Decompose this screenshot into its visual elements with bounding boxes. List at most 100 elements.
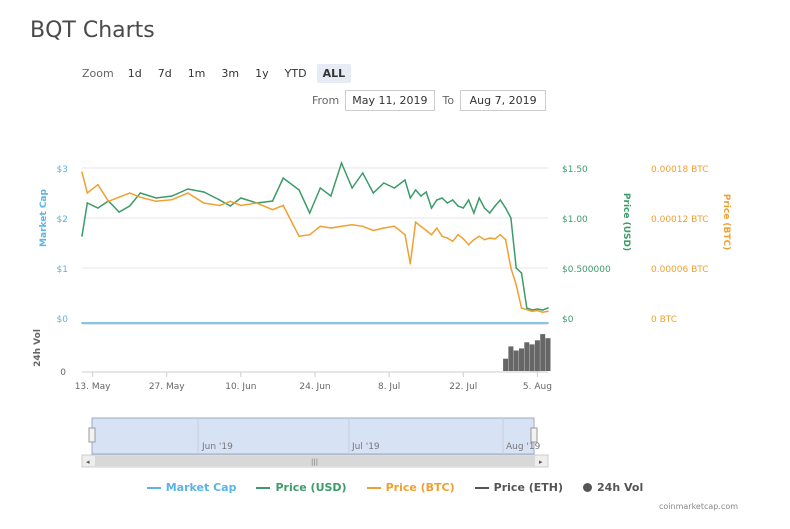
data-point xyxy=(526,307,528,309)
data-point xyxy=(457,233,459,236)
volume-bar xyxy=(508,346,514,371)
nav-tick-jul: Jul '19 xyxy=(351,442,380,452)
data-point xyxy=(81,322,83,324)
data-point xyxy=(282,177,285,179)
data-point xyxy=(478,235,481,238)
zoom-ytd-button[interactable]: YTD xyxy=(278,64,313,83)
usd-axis-label: Price (USD) xyxy=(621,193,631,251)
data-point xyxy=(330,227,332,229)
from-label: From xyxy=(312,94,340,107)
legend-price-usd-swatch xyxy=(256,486,271,489)
credit-link[interactable]: coinmarketcap.com xyxy=(659,502,738,511)
data-point xyxy=(520,272,523,274)
navigator-selection[interactable] xyxy=(91,417,535,455)
data-point xyxy=(383,182,385,184)
chart-grid xyxy=(82,167,548,269)
data-point xyxy=(510,267,512,269)
navigator-right-handle[interactable] xyxy=(530,427,538,443)
volume-bar xyxy=(529,344,535,372)
volume-bar xyxy=(503,358,509,371)
data-point xyxy=(520,307,523,309)
data-point xyxy=(218,204,221,207)
data-point xyxy=(430,233,433,236)
legend-market-cap[interactable]: Market Cap xyxy=(146,481,236,494)
data-point xyxy=(81,171,83,173)
volume-bar xyxy=(519,348,524,371)
date-range: From May 11, 2019 To Aug 7, 2019 xyxy=(312,90,554,111)
data-point xyxy=(489,237,491,239)
from-date-input[interactable]: May 11, 2019 xyxy=(345,90,435,111)
data-point xyxy=(441,197,443,199)
data-point xyxy=(473,212,475,214)
legend-24h-vol[interactable]: 24h Vol xyxy=(583,481,643,494)
x-tick-label: 22. Jul xyxy=(449,382,477,392)
zoom-label: Zoom xyxy=(82,67,114,80)
btc-tick-2: 0.00012 BTC xyxy=(651,215,709,225)
data-point xyxy=(441,235,443,238)
data-point xyxy=(541,309,544,311)
data-point xyxy=(420,225,422,228)
data-point xyxy=(218,199,221,201)
volume-bars xyxy=(503,334,551,372)
btc-axis-label: Price (BTC) xyxy=(721,194,731,251)
data-point xyxy=(187,192,189,194)
data-point xyxy=(361,225,364,228)
data-point xyxy=(383,227,385,229)
data-point xyxy=(308,233,311,236)
data-point xyxy=(298,189,300,191)
data-point xyxy=(139,192,142,194)
x-tick-label: 8. Jul xyxy=(378,382,400,392)
data-point xyxy=(504,238,507,241)
data-point xyxy=(404,233,406,236)
data-point xyxy=(171,198,173,201)
data-point xyxy=(478,197,481,199)
to-date-input[interactable]: Aug 7, 2019 xyxy=(460,90,547,111)
usd-tick-0: $0 xyxy=(562,315,574,325)
zoom-1y-button[interactable]: 1y xyxy=(249,64,275,83)
data-point xyxy=(97,183,99,186)
legend-price-eth[interactable]: Price (ETH) xyxy=(474,481,563,494)
navigator-left-handle[interactable] xyxy=(88,427,96,443)
data-point xyxy=(128,205,131,207)
data-point xyxy=(118,196,120,198)
data-point xyxy=(451,240,454,243)
btc-tick-3: 0.00018 BTC xyxy=(651,165,709,175)
data-point xyxy=(499,233,502,236)
to-label: To xyxy=(442,94,455,107)
data-point xyxy=(483,207,486,209)
data-point xyxy=(547,307,549,309)
scroll-right-icon[interactable]: ▸ xyxy=(539,458,543,466)
series-layer xyxy=(81,160,549,324)
legend-market-cap-swatch xyxy=(146,486,161,489)
zoom-3m-button[interactable]: 3m xyxy=(215,64,246,83)
legend-24h-vol-label: 24h Vol xyxy=(597,481,644,494)
data-point xyxy=(457,205,459,207)
data-point xyxy=(81,235,83,237)
zoom-all-button[interactable]: ALL xyxy=(316,64,352,83)
zoom-1m-button[interactable]: 1m xyxy=(181,64,212,83)
data-point xyxy=(510,217,512,219)
nav-tick-aug: Aug '19 xyxy=(506,442,541,452)
scrollbar-thumb[interactable] xyxy=(95,456,535,466)
data-point xyxy=(229,205,232,207)
page-title: BQT Charts xyxy=(30,18,155,43)
data-point xyxy=(319,187,322,189)
usd-tick-2: $1.00 xyxy=(562,215,588,225)
data-point xyxy=(351,223,353,226)
zoom-7d-button[interactable]: 7d xyxy=(151,64,178,83)
legend-price-btc[interactable]: Price (BTC) xyxy=(366,481,455,494)
data-point xyxy=(361,172,364,174)
data-point xyxy=(446,237,449,239)
data-point xyxy=(187,188,189,190)
data-point xyxy=(271,208,274,211)
x-tick-label: 5. Aug xyxy=(523,382,552,392)
legend-price-usd[interactable]: Price (USD) xyxy=(256,481,347,494)
zoom-1d-button[interactable]: 1d xyxy=(121,64,148,83)
navigator[interactable]: Jun '19 Jul '19 Aug '19 ◂ ▸ ||| xyxy=(81,417,549,468)
data-point xyxy=(515,267,517,269)
scroll-left-icon[interactable]: ◂ xyxy=(86,458,90,466)
data-point xyxy=(282,204,285,207)
data-point xyxy=(494,238,496,240)
data-point xyxy=(462,207,465,209)
data-point xyxy=(504,207,507,209)
